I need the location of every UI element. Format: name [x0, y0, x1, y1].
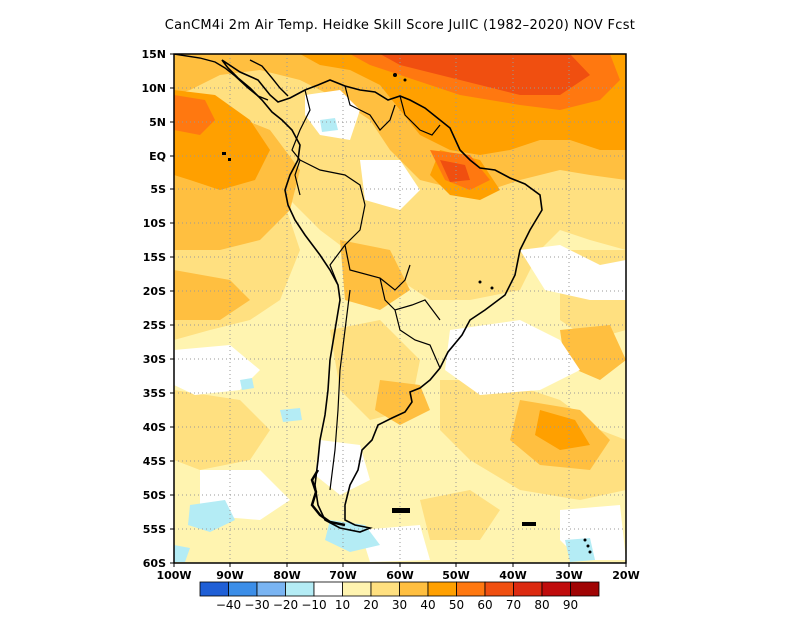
colorbar-label: −20 [273, 598, 298, 612]
colorbar-swatch [342, 581, 372, 597]
colorbar-swatch [484, 581, 514, 597]
lon-label: 50W [442, 569, 469, 582]
lat-label: 55S [143, 523, 166, 536]
lon-label: 30W [555, 569, 582, 582]
lat-labels: 15N 10N 5N EQ 5S 10S 15S 20S 25S 30S 35S… [141, 48, 166, 570]
colorbar-swatch [199, 581, 229, 597]
colorbar-swatch [427, 581, 457, 597]
lat-label: 35S [143, 387, 166, 400]
colorbar-swatch [513, 581, 543, 597]
colorbar-swatch [399, 581, 429, 597]
colorbar-swatch [456, 581, 486, 597]
lon-label: 40W [499, 569, 526, 582]
lat-label: 50S [143, 489, 166, 502]
lon-label: 100W [156, 569, 191, 582]
colorbar-label: 10 [335, 598, 350, 612]
colorbar-label: −40 [216, 598, 241, 612]
lat-label: 10N [141, 82, 166, 95]
colorbar-swatch [541, 581, 571, 597]
lat-label: 20S [143, 285, 166, 298]
colorbar-swatch [313, 581, 343, 597]
islands [222, 73, 592, 554]
lat-label: 15N [141, 48, 166, 61]
lon-label: 60W [386, 569, 413, 582]
colorbar-label: 40 [420, 598, 435, 612]
colorbar-label: 20 [363, 598, 378, 612]
lat-ticks [170, 53, 174, 564]
lon-label: 90W [216, 569, 243, 582]
lon-labels: 100W 90W 80W 70W 60W 50W 40W 30W 20W [156, 569, 639, 582]
colorbar-swatch [370, 581, 400, 597]
lat-label: 45S [143, 455, 166, 468]
lat-label: 5N [149, 116, 166, 129]
lat-label: 40S [143, 421, 166, 434]
lat-label: EQ [149, 150, 166, 163]
lat-label: 60S [143, 557, 166, 570]
lon-label: 80W [273, 569, 300, 582]
colorbar-label: 70 [506, 598, 521, 612]
lon-ticks [173, 563, 627, 567]
colorbar-label: 30 [392, 598, 407, 612]
colorbar-labels: −40 −30 −20 −10 10 20 30 40 50 60 70 80 90 [216, 598, 578, 612]
country-borders [291, 85, 441, 491]
lat-label: 15S [143, 251, 166, 264]
score-60-70-areas [380, 54, 590, 182]
lon-label: 20W [612, 569, 639, 582]
lat-label: 25S [143, 319, 166, 332]
lat-label: 10S [143, 217, 166, 230]
colorbar-swatch [570, 581, 600, 597]
colorbar-swatch [256, 581, 286, 597]
colorbar-label: −30 [244, 598, 269, 612]
central-america-coastline [174, 54, 289, 101]
lat-label: 30S [143, 353, 166, 366]
colorbar-label: 50 [449, 598, 464, 612]
map-title: CanCM4i 2m Air Temp. Heidke Skill Score … [164, 18, 636, 33]
lon-label: 70W [329, 569, 356, 582]
colorbar-label: 60 [477, 598, 492, 612]
colorbar-swatch [228, 581, 258, 597]
colorbar-label: 80 [534, 598, 549, 612]
fjord-coast [310, 469, 346, 527]
colorbar-swatch [285, 581, 315, 597]
colorbar [199, 581, 600, 597]
south-america-coastline [221, 59, 543, 533]
colorbar-label: −10 [301, 598, 326, 612]
graticule [174, 54, 626, 563]
colorbar-label: 90 [563, 598, 578, 612]
lat-label: 5S [150, 183, 166, 196]
